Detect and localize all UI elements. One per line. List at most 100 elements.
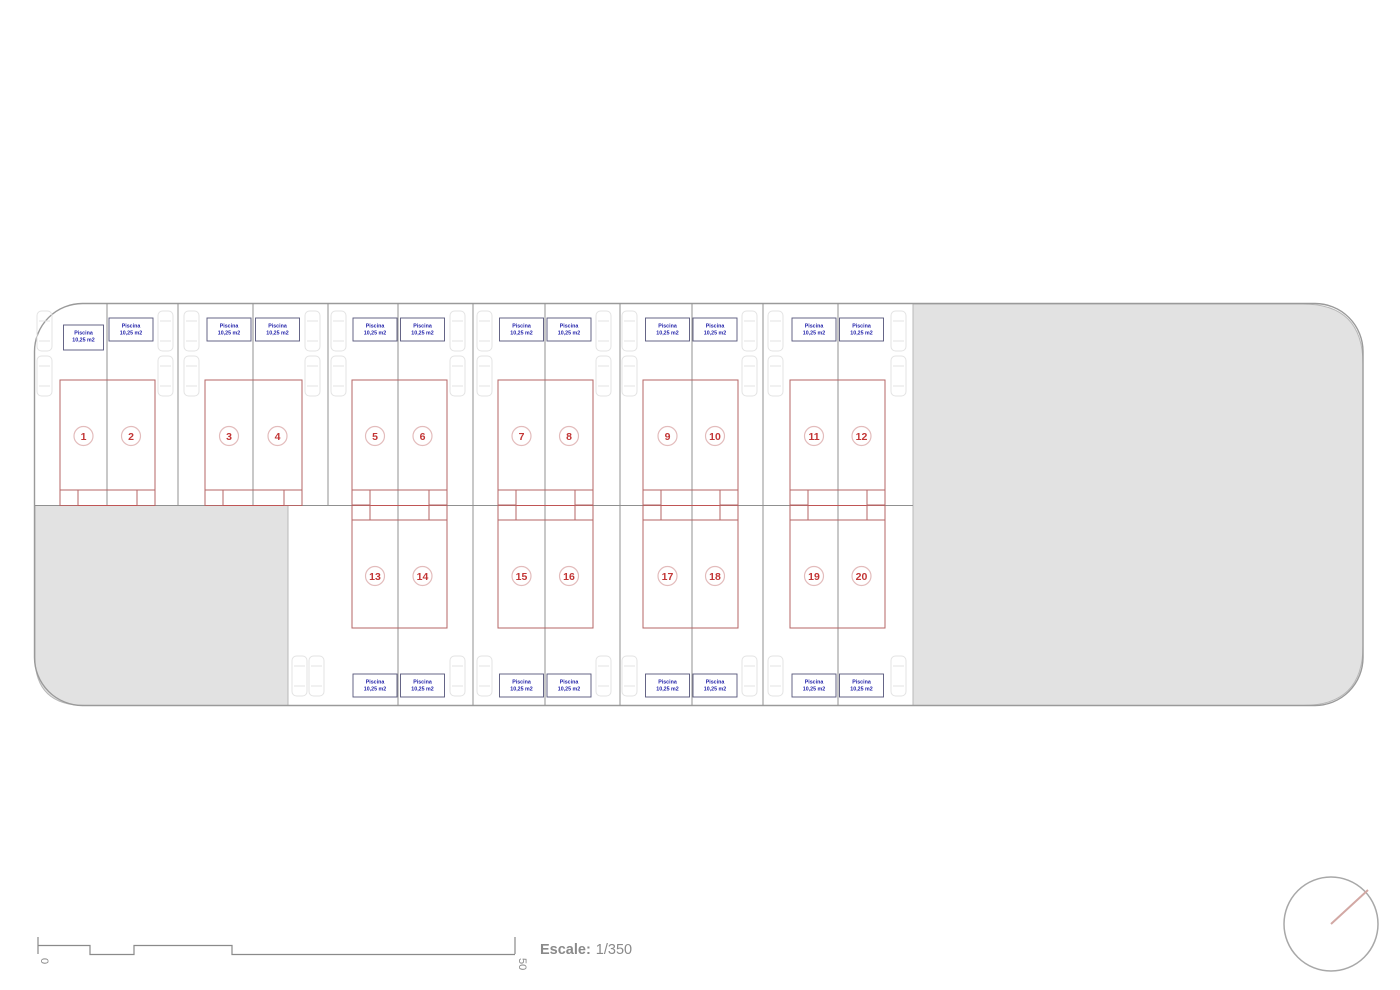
- pool-label-box: [352, 673, 398, 698]
- building-porch: [574, 504, 594, 521]
- pool-label-text: Piscina 10,25 m2: [803, 324, 825, 337]
- car-icon: [621, 355, 638, 397]
- unit-number: 7: [519, 431, 525, 443]
- unit-plot: 9: [657, 425, 678, 447]
- car-icon: [621, 655, 638, 697]
- pool-label-box: [206, 317, 252, 342]
- unit-plot: 4: [267, 425, 288, 447]
- building-body: [642, 519, 739, 629]
- car-icon: [476, 355, 493, 397]
- pool-label-text: Piscina 10,25 m2: [704, 680, 726, 693]
- unit-plot: 3: [218, 425, 240, 447]
- pool-label-text: Piscina 10,25 m2: [364, 680, 386, 693]
- unit-number: 15: [516, 571, 528, 583]
- unit-plot: 12: [851, 425, 872, 447]
- pool-label-text: Piscina 10,25 m2: [656, 680, 678, 693]
- plot-dividers: [106, 303, 839, 706]
- car-icon: [449, 310, 466, 352]
- building-porch: [789, 504, 809, 521]
- unit-number: 20: [856, 571, 868, 583]
- pool-label-text: Piscina 10,25 m2: [850, 680, 872, 693]
- pool-label-box: [692, 317, 738, 342]
- unit-plot: 8: [558, 425, 580, 447]
- car-icon: [304, 310, 321, 352]
- unit-number-circle: [218, 425, 240, 447]
- car-icon: [767, 355, 784, 397]
- building-porch: [283, 489, 303, 506]
- unit-number-circle: [803, 565, 825, 587]
- unit-number-circle: [412, 425, 433, 447]
- building-porch: [642, 504, 662, 521]
- building-pair-upper: [204, 379, 303, 506]
- building-pair-lower: [351, 504, 448, 629]
- pool-label: Piscina 10,25 m2: [546, 317, 592, 342]
- building-body: [497, 379, 594, 491]
- unit-number-circle: [704, 425, 726, 447]
- building-body: [351, 379, 448, 491]
- scale-bar-end-label: 50: [516, 958, 528, 970]
- pool-label-box: [791, 673, 837, 698]
- unit-number-circle: [558, 565, 580, 587]
- car-icon: [741, 310, 758, 352]
- unit-plot: 1: [73, 425, 94, 447]
- pool-label: Piscina 10,25 m2: [352, 673, 398, 698]
- car-icon: [183, 355, 200, 397]
- pool-label-text: Piscina 10,25 m2: [266, 324, 288, 337]
- unit-number: 13: [369, 571, 381, 583]
- unit-number: 3: [226, 431, 232, 443]
- pool-label-box: [839, 673, 884, 698]
- unit-number-circle: [267, 425, 288, 447]
- pool-label-box: [255, 317, 300, 342]
- building-porch: [866, 504, 886, 521]
- car-icon: [595, 310, 612, 352]
- unit-number-circle: [558, 425, 580, 447]
- pool-label-text: Piscina 10,25 m2: [704, 324, 726, 337]
- unit-plot: 16: [558, 565, 580, 587]
- unit-number: 5: [372, 431, 378, 443]
- building-pair-upper: [59, 379, 156, 506]
- pool-label-text: Piscina 10,25 m2: [558, 324, 580, 337]
- building-porch: [428, 504, 448, 521]
- unit-number: 4: [275, 431, 281, 443]
- unit-number: 18: [709, 571, 721, 583]
- unit-plot: 10: [704, 425, 726, 447]
- car-icon: [449, 655, 466, 697]
- unit-number: 11: [808, 431, 819, 443]
- pool-label-text: Piscina 10,25 m2: [510, 680, 532, 693]
- pool-label: Piscina 10,25 m2: [645, 317, 690, 342]
- car-icon: [595, 355, 612, 397]
- unit-number-circle: [364, 565, 386, 587]
- common-area-right: [912, 303, 1364, 706]
- building-porch: [719, 504, 739, 521]
- pool-label: Piscina 10,25 m2: [499, 673, 544, 698]
- unit-number-circle: [704, 565, 726, 587]
- pool-label-box: [499, 317, 544, 342]
- unit-number: 10: [709, 431, 721, 443]
- pool-label: Piscina 10,25 m2: [546, 673, 592, 698]
- unit-number: 8: [566, 431, 572, 443]
- building-body: [789, 379, 886, 491]
- unit-number: 14: [417, 571, 429, 583]
- car-icon: [157, 355, 174, 397]
- car-icon: [767, 310, 784, 352]
- car-icon: [157, 310, 174, 352]
- pool-label-box: [692, 673, 738, 698]
- unit-plot: 14: [412, 565, 433, 587]
- pool-label: Piscina 10,25 m2: [791, 673, 837, 698]
- scale-text: Escale: 1/350: [540, 942, 632, 958]
- unit-number-circle: [511, 565, 532, 587]
- car-icon: [595, 655, 612, 697]
- pool-label: Piscina 10,25 m2: [645, 673, 690, 698]
- compass-needle-icon: [1330, 889, 1369, 925]
- pool-label-box: [546, 673, 592, 698]
- pool-label-box: [839, 317, 884, 342]
- car-icon: [308, 655, 325, 697]
- pool-label-text: Piscina 10,25 m2: [72, 331, 94, 344]
- pool-label-box: [645, 317, 690, 342]
- building-porch: [351, 504, 371, 521]
- car-icon: [767, 655, 784, 697]
- pool-label-text: Piscina 10,25 m2: [120, 324, 142, 337]
- unit-number-circle: [851, 425, 872, 447]
